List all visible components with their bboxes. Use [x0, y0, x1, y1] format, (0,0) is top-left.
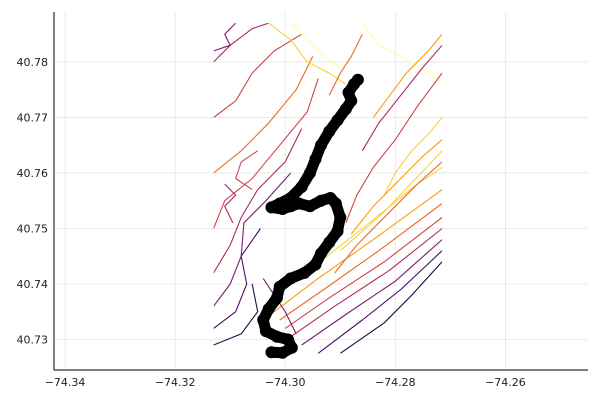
y-tick-label-5: 40.78: [17, 56, 49, 69]
route-path: [257, 73, 364, 359]
grid: [54, 12, 588, 370]
contour-line-13: [213, 78, 319, 229]
contour-line-21: [383, 117, 443, 196]
contour-line-8: [339, 150, 443, 252]
route-point-37: [351, 73, 364, 86]
route-point-15: [331, 225, 344, 238]
x-tick-label-1: −74.32: [155, 376, 196, 389]
contour-line-9: [213, 283, 259, 346]
contour-line-1: [317, 250, 443, 354]
route-point-14: [323, 236, 336, 249]
y-tick-label-2: 40.75: [17, 222, 49, 235]
route-point-9: [273, 280, 286, 293]
route-point-28: [303, 166, 316, 179]
y-tick-label-0: 40.73: [17, 333, 49, 346]
contour-line-29: [224, 183, 237, 224]
contour-line-18: [268, 23, 347, 85]
contour-line-22: [350, 139, 443, 235]
contour-line-11: [213, 172, 292, 307]
route-point-5: [259, 325, 272, 338]
route-point-7: [262, 302, 275, 315]
contour-line-24: [345, 72, 443, 224]
route-point-13: [315, 247, 327, 260]
contour-line-27: [328, 33, 363, 96]
contour-line-14: [213, 56, 314, 174]
contour-line-15: [213, 33, 302, 118]
route-point-12: [309, 258, 322, 271]
x-tick-label-0: −74.34: [45, 376, 86, 389]
axes: [53, 12, 588, 371]
route-point-20: [303, 200, 316, 213]
contour-line-20: [361, 23, 443, 85]
contour-line-19: [290, 23, 341, 68]
contour-line-4: [284, 216, 443, 329]
x-tick-label-2: −74.30: [265, 376, 306, 389]
route-point-11: [298, 266, 311, 279]
tick-labels: −74.34 −74.32 −74.30 −74.28 −74.26 40.73 40.74…: [17, 56, 526, 389]
y-tick-label-4: 40.77: [17, 111, 49, 124]
y-tick-label-3: 40.76: [17, 167, 49, 180]
route-point-18: [324, 191, 337, 204]
route-point-10: [284, 272, 297, 285]
route-point-29: [309, 153, 322, 166]
route-point-16: [334, 211, 347, 224]
contour-line-3: [290, 228, 443, 338]
route-point-27: [295, 180, 308, 193]
contour-line-2: [301, 239, 443, 346]
contour-line-28: [235, 150, 259, 191]
contour-line-30: [262, 278, 297, 335]
route-point-25: [273, 197, 286, 210]
contour-lines: [213, 23, 443, 354]
contour-line-23: [334, 161, 443, 274]
route-point-26: [284, 191, 297, 204]
route-point-8: [270, 291, 283, 304]
contour-line-25: [361, 44, 443, 152]
route-point-32: [331, 114, 344, 127]
route-point-31: [323, 125, 336, 138]
route-point-30: [315, 139, 327, 152]
contour-line-17: [213, 23, 237, 52]
contour-line-26: [372, 33, 443, 118]
contour-line-10: [213, 228, 261, 329]
x-tick-label-3: −74.28: [375, 376, 416, 389]
contour-line-16: [213, 23, 269, 63]
route-point-6: [257, 314, 270, 327]
route-point-0: [265, 346, 278, 359]
x-tick-label-4: −74.26: [485, 376, 526, 389]
y-tick-label-1: 40.74: [17, 278, 49, 291]
route-point-1: [276, 346, 289, 359]
contour-line-0: [339, 261, 443, 354]
contour-line-5: [279, 203, 443, 321]
route-point-3: [281, 333, 294, 346]
route-point-4: [270, 330, 283, 343]
route-point-19: [315, 194, 327, 207]
contour-line-12: [213, 128, 303, 274]
